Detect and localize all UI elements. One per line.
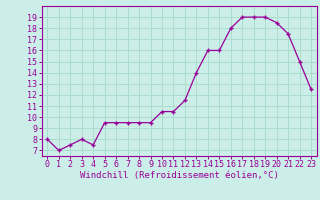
X-axis label: Windchill (Refroidissement éolien,°C): Windchill (Refroidissement éolien,°C) [80, 171, 279, 180]
